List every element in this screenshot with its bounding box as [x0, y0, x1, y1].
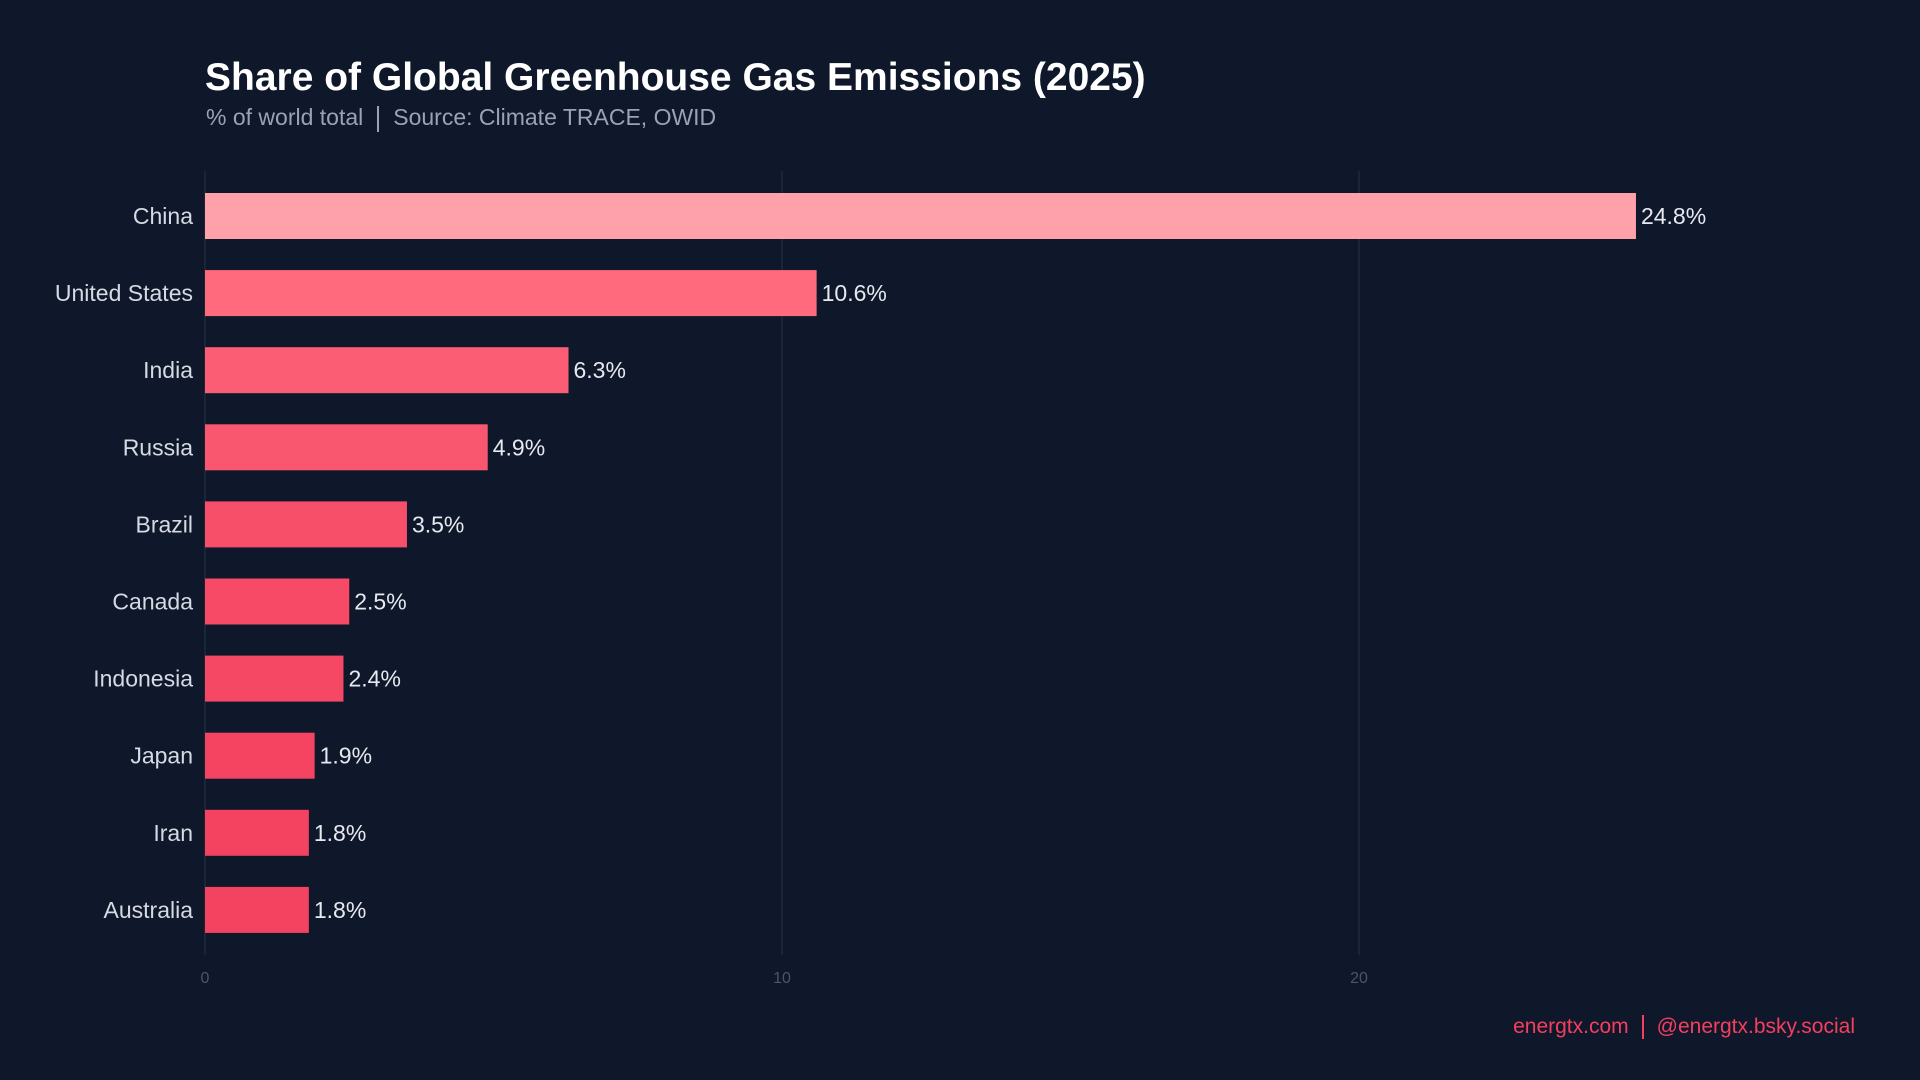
bar-russia: [205, 424, 488, 471]
subtitle-source: Source: Climate TRACE, OWID: [393, 104, 717, 130]
category-label: India: [143, 357, 193, 383]
data-label: 1.9%: [320, 743, 372, 769]
subtitle-unit: % of world total: [206, 104, 364, 130]
subtitle-divider: [377, 105, 380, 132]
footer-credits: energtx.com @energtx.bsky.social: [1513, 1015, 1855, 1040]
x-tick-label: 0: [201, 970, 210, 987]
bar-indonesia: [205, 655, 344, 702]
category-label: Japan: [130, 743, 193, 769]
category-label: Canada: [112, 589, 193, 615]
footer-site-link[interactable]: energtx.com: [1513, 1015, 1629, 1038]
chart-title: Share of Global Greenhouse Gas Emissions…: [205, 56, 1146, 99]
category-label: Australia: [104, 897, 194, 923]
data-label: 1.8%: [314, 820, 366, 846]
bar-iran: [205, 809, 309, 856]
data-label: 6.3%: [574, 357, 626, 383]
bar-canada: [205, 578, 350, 625]
category-label: Russia: [123, 434, 194, 460]
bar-japan: [205, 732, 315, 779]
footer-social-link[interactable]: @energtx.bsky.social: [1656, 1015, 1855, 1038]
bar-united-states: [205, 270, 817, 317]
chart-subtitle: % of world total Source: Climate TRACE, O…: [206, 104, 716, 132]
category-label: United States: [55, 280, 193, 306]
bar-australia: [205, 886, 309, 933]
category-label: Brazil: [135, 511, 193, 537]
data-label: 10.6%: [822, 280, 887, 306]
bar-india: [205, 347, 569, 394]
data-label: 4.9%: [493, 434, 545, 460]
x-tick-label: 20: [1350, 970, 1368, 987]
data-label: 2.5%: [354, 589, 406, 615]
footer-divider: [1641, 1015, 1644, 1040]
category-label: China: [133, 203, 193, 229]
data-label: 2.4%: [348, 666, 400, 692]
data-label: 1.8%: [314, 897, 366, 923]
category-label: Iran: [153, 820, 193, 846]
category-label: Indonesia: [93, 666, 193, 692]
bar-brazil: [205, 501, 407, 548]
data-label: 3.5%: [412, 511, 464, 537]
data-label: 24.8%: [1641, 203, 1706, 229]
x-tick-label: 10: [773, 970, 791, 987]
bar-china: [205, 193, 1636, 239]
